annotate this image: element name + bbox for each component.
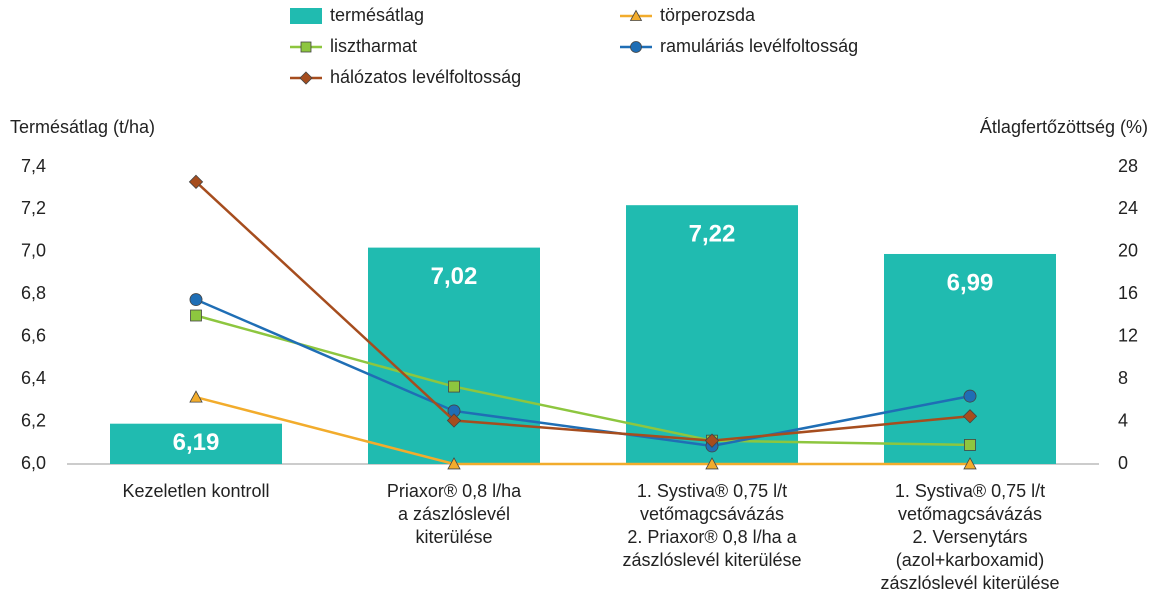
marker <box>448 380 460 393</box>
x-tick-label: zászlóslevél kiterülése <box>622 550 801 570</box>
x-tick-label: Priaxor® 0,8 l/ha <box>387 481 522 501</box>
y-tick-label: 7,4 <box>21 156 46 176</box>
y2-tick-label: 12 <box>1118 325 1138 345</box>
legend-marker <box>629 9 643 21</box>
value-label: 6,19 <box>173 429 220 456</box>
x-tick-label: 1. Systiva® 0,75 l/t <box>637 481 787 501</box>
marker <box>446 413 462 428</box>
legend-label: termésátlag <box>330 5 424 25</box>
legend-label: törperozsda <box>660 5 756 25</box>
x-tick-label: zászlóslevél kiterülése <box>880 573 1059 593</box>
y-tick-label: 7,2 <box>21 198 46 218</box>
x-tick-label: a zászlóslevél <box>398 504 510 524</box>
x-tick-label: (azol+karboxamid) <box>896 550 1045 570</box>
y2-tick-label: 16 <box>1118 283 1138 303</box>
y-tick-label: 6,0 <box>21 453 46 473</box>
y-tick-label: 6,4 <box>21 368 46 388</box>
line <box>195 314 971 447</box>
legend-marker <box>300 41 312 53</box>
x-tick-label: 2. Priaxor® 0,8 l/ha a <box>627 527 797 547</box>
x-tick-label: vetőmagcsávázás <box>898 504 1042 524</box>
y2-axis-title: Átlagfertőzöttség (%) <box>980 117 1148 137</box>
line <box>195 298 971 448</box>
legend-swatch <box>290 8 322 24</box>
marker <box>188 174 204 190</box>
marker <box>963 389 977 403</box>
bar <box>368 247 540 464</box>
marker <box>704 433 720 448</box>
x-tick-label: kiterülése <box>415 527 492 547</box>
line <box>195 180 971 442</box>
line <box>195 395 970 466</box>
marker <box>962 409 978 424</box>
x-tick-label: 1. Systiva® 0,75 l/t <box>895 481 1045 501</box>
y2-tick-label: 0 <box>1118 453 1128 473</box>
marker <box>447 457 461 470</box>
x-tick-label: Kezeletlen kontroll <box>122 481 269 501</box>
legend-label: ramuláriás levélfoltosság <box>660 36 858 56</box>
y-tick-label: 6,8 <box>21 283 46 303</box>
value-label: 7,22 <box>689 221 736 248</box>
legend-marker <box>299 71 313 85</box>
legend-marker <box>630 41 642 53</box>
y2-tick-label: 24 <box>1118 198 1138 218</box>
y-tick-label: 6,6 <box>21 325 46 345</box>
marker <box>705 457 719 470</box>
y2-tick-label: 28 <box>1118 156 1138 176</box>
marker <box>190 309 202 322</box>
y-tick-label: 6,2 <box>21 410 46 430</box>
y-tick-label: 7,0 <box>21 241 46 261</box>
value-label: 6,99 <box>947 269 994 296</box>
legend-label: hálózatos levélfoltosság <box>330 67 521 87</box>
bar <box>626 205 798 464</box>
y2-tick-label: 8 <box>1118 368 1128 388</box>
marker <box>963 457 977 470</box>
bar <box>110 423 282 464</box>
legend-label: lisztharmat <box>330 36 417 56</box>
marker <box>189 390 203 403</box>
y2-tick-label: 20 <box>1118 241 1138 261</box>
x-tick-label: vetőmagcsávázás <box>640 504 784 524</box>
marker <box>964 439 976 451</box>
marker <box>189 293 203 307</box>
bar <box>884 253 1056 464</box>
value-label: 7,02 <box>431 263 478 290</box>
x-tick-label: 2. Versenytárs <box>912 527 1027 547</box>
y-axis-title: Termésátlag (t/ha) <box>10 117 155 137</box>
y2-tick-label: 4 <box>1118 410 1128 430</box>
